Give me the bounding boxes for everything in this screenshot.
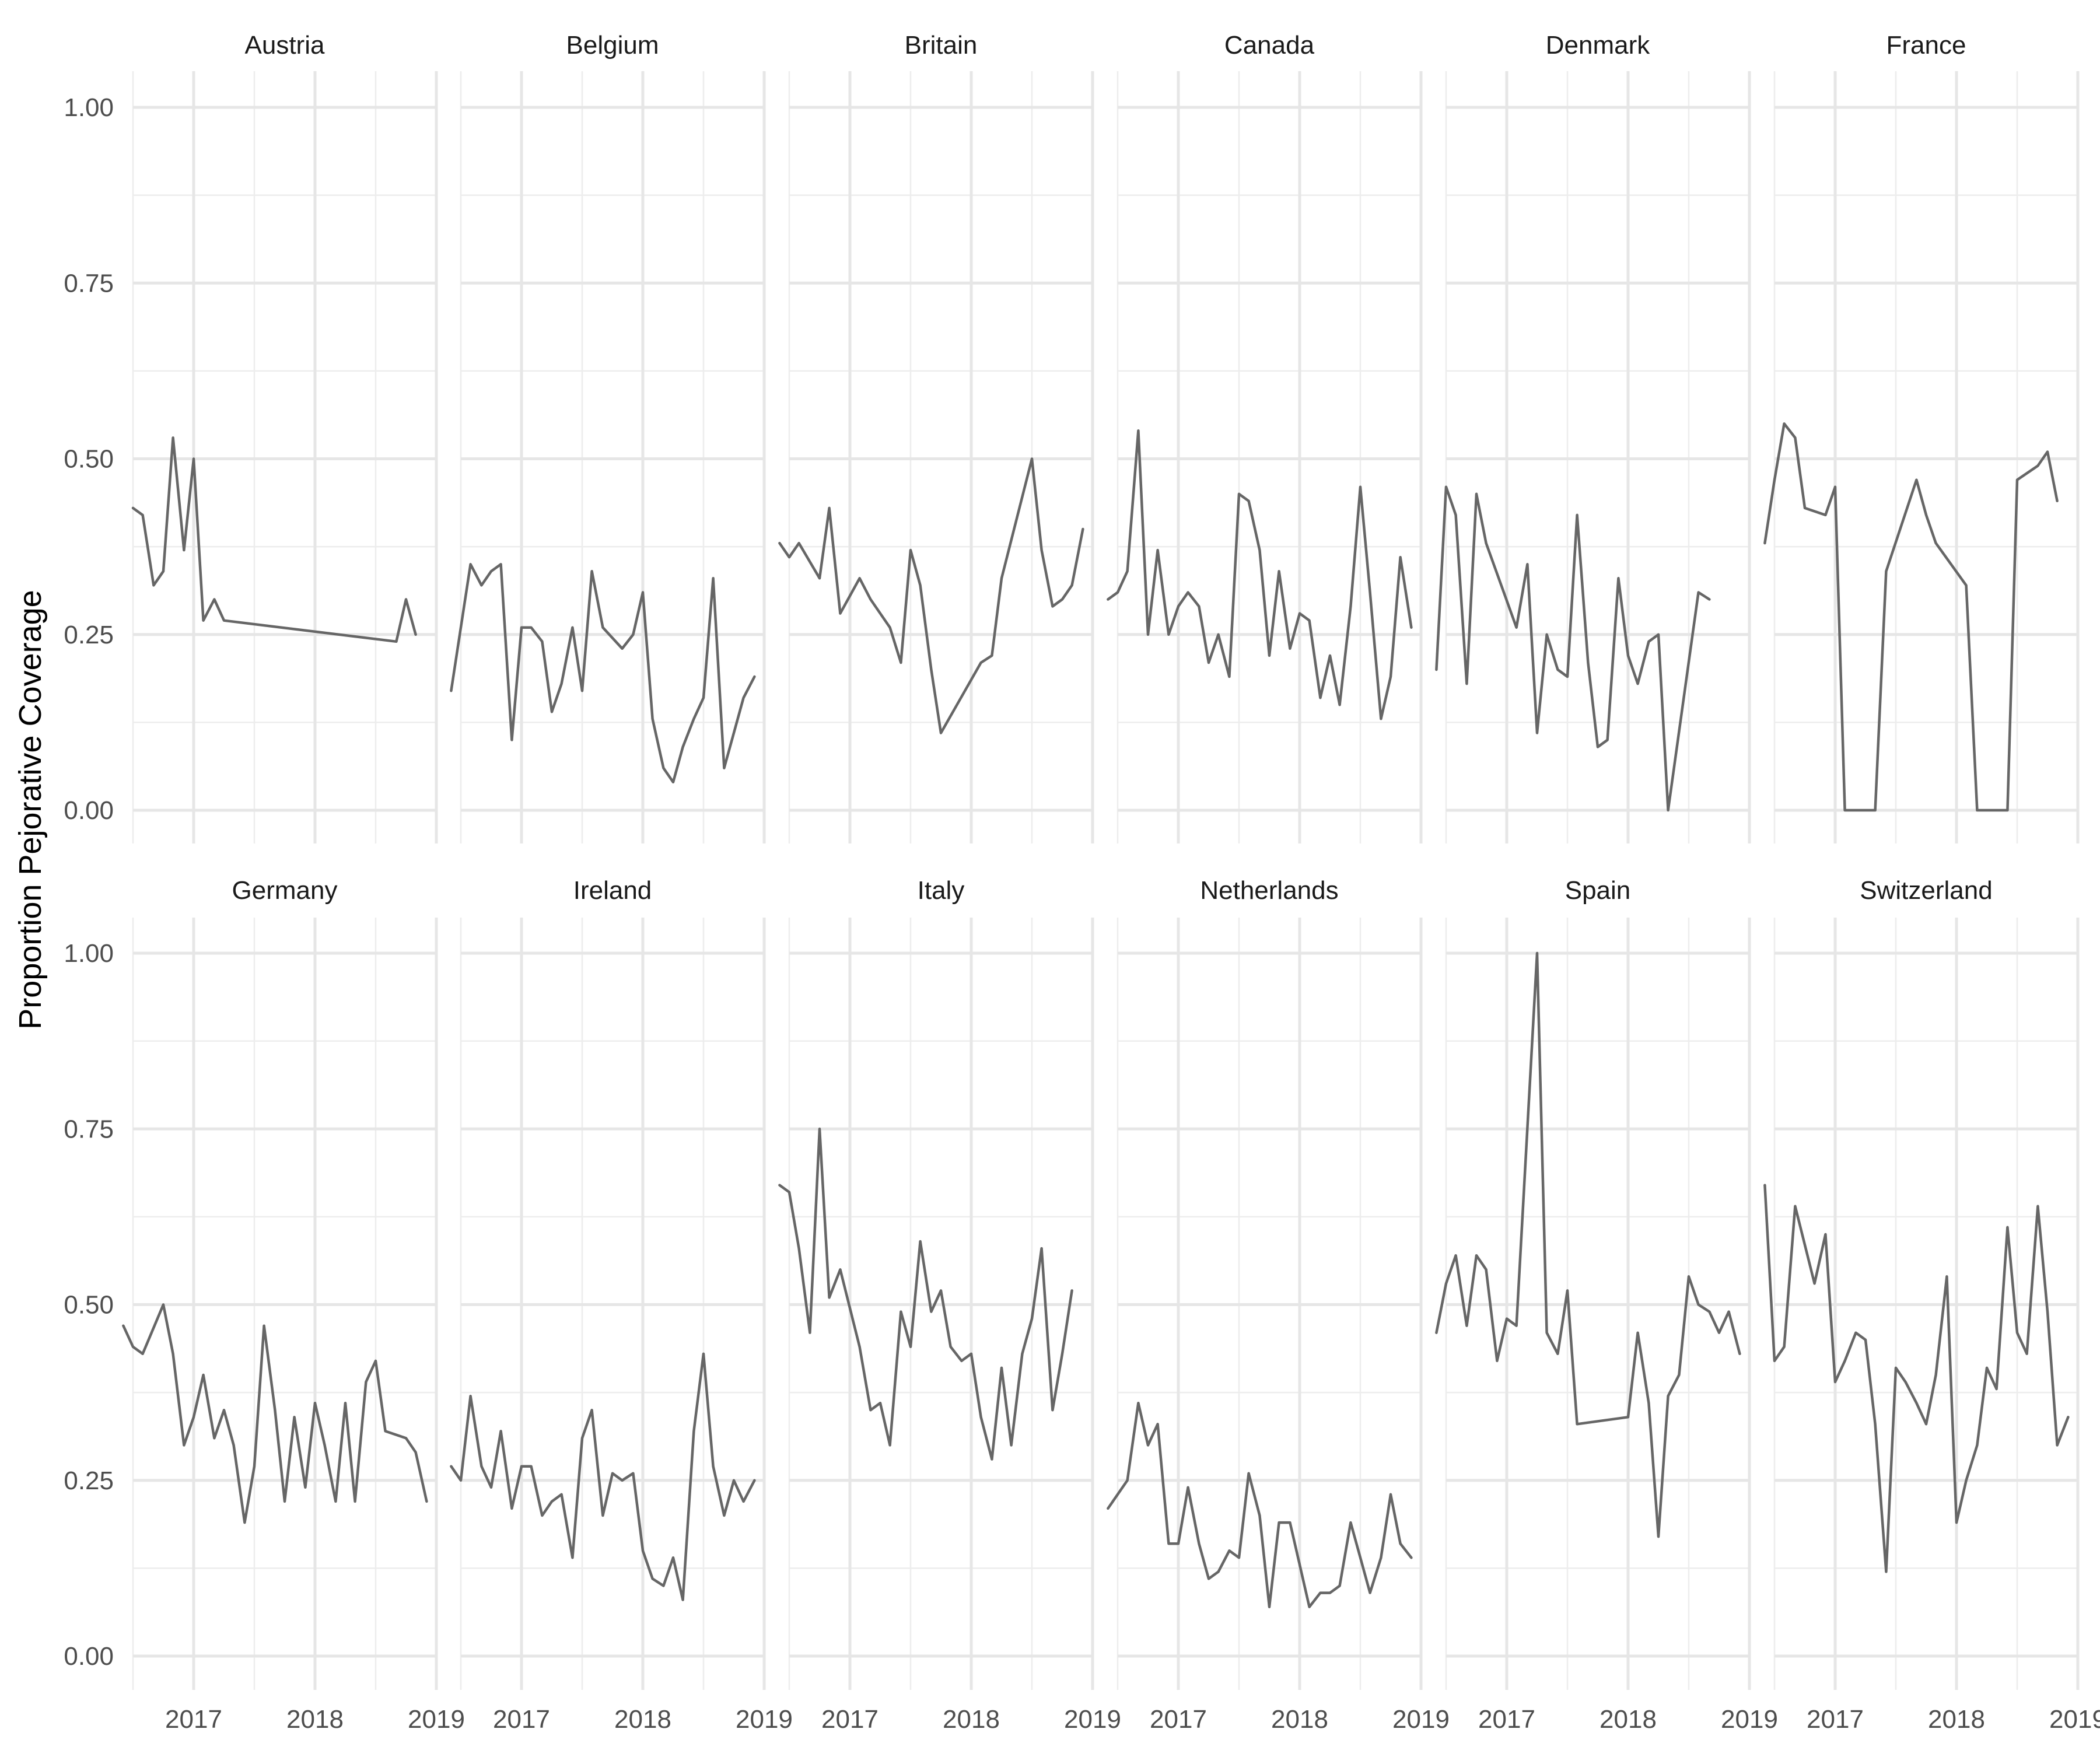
series-line bbox=[450, 1352, 756, 1601]
x-tick-label: 2017 bbox=[1807, 1705, 1864, 1734]
series-line bbox=[1107, 1401, 1413, 1608]
series-line bbox=[1435, 951, 1741, 1538]
series-line bbox=[1435, 485, 1711, 812]
facet-strip-label: Belgium bbox=[566, 31, 659, 60]
y-axis-label: Proportion Pejorative Coverage bbox=[13, 590, 48, 1029]
facet-strip-label: Austria bbox=[245, 31, 325, 60]
series-line bbox=[778, 1128, 1073, 1461]
x-tick-label: 2019 bbox=[736, 1705, 793, 1734]
x-tick-label: 2018 bbox=[1600, 1705, 1657, 1734]
x-tick-label: 2018 bbox=[286, 1705, 344, 1734]
y-tick-label: 0.25 bbox=[64, 621, 114, 649]
series-line bbox=[450, 563, 756, 784]
x-tick-label: 2017 bbox=[821, 1705, 878, 1734]
facet-strip-label: Switzerland bbox=[1860, 876, 1992, 905]
facet-netherlands: Netherlands bbox=[1107, 876, 1423, 1690]
facet-ireland: Ireland bbox=[450, 876, 766, 1690]
facet-strip-label: Denmark bbox=[1546, 31, 1650, 60]
y-tick-label: 0.75 bbox=[64, 1115, 114, 1143]
facet-germany: Germany 0.00 0.25 0.50 0.75 1.00 bbox=[64, 876, 438, 1690]
y-tick-label: 0.50 bbox=[64, 445, 114, 474]
x-tick-label: 2019 bbox=[1392, 1705, 1450, 1734]
series-line bbox=[778, 457, 1084, 734]
x-tick-label: 2019 bbox=[2049, 1705, 2100, 1734]
x-tick-label: 2019 bbox=[1721, 1705, 1778, 1734]
series-line bbox=[1107, 429, 1413, 720]
x-tick-label: 2019 bbox=[408, 1705, 465, 1734]
series-line bbox=[1763, 1184, 2070, 1573]
y-tick-label: 0.00 bbox=[64, 796, 114, 825]
y-tick-label: 0.50 bbox=[64, 1291, 114, 1320]
facet-denmark: Denmark bbox=[1435, 31, 1751, 844]
x-tick-label: 2017 bbox=[1478, 1705, 1535, 1734]
y-tick-label: 1.00 bbox=[64, 939, 114, 968]
x-tick-label: 2017 bbox=[165, 1705, 222, 1734]
x-tick-label: 2018 bbox=[1271, 1705, 1328, 1734]
x-tick-label: 2019 bbox=[1064, 1705, 1121, 1734]
facet-strip-label: Ireland bbox=[573, 876, 652, 905]
series-line bbox=[122, 1303, 428, 1524]
facet-austria: Austria 0.00 0.25 0.50 0.75 1.00 bbox=[64, 31, 438, 844]
y-tick-label: 0.75 bbox=[64, 269, 114, 298]
y-tick-label: 1.00 bbox=[64, 93, 114, 122]
facet-canada: Canada bbox=[1107, 31, 1423, 844]
facet-strip-label: Netherlands bbox=[1200, 876, 1338, 905]
y-tick-label: 0.00 bbox=[64, 1642, 114, 1671]
y-tick-label: 0.25 bbox=[64, 1466, 114, 1495]
facet-france: France bbox=[1763, 31, 2080, 844]
x-tick-label: 2017 bbox=[493, 1705, 550, 1734]
series-line bbox=[131, 436, 417, 643]
facet-britain: Britain bbox=[778, 31, 1094, 844]
facet-strip-label: Spain bbox=[1565, 876, 1631, 905]
x-axis: 2017 2018 2019 2017 2018 2019 2017 2018 2019 2017… bbox=[165, 1705, 2100, 1734]
facet-strip-label: Germany bbox=[232, 876, 338, 905]
facet-belgium: Belgium bbox=[450, 31, 766, 844]
facet-strip-label: France bbox=[1887, 31, 1966, 60]
facet-switzerland: Switzerland bbox=[1763, 876, 2080, 1690]
x-tick-label: 2018 bbox=[614, 1705, 671, 1734]
series-line bbox=[1763, 422, 2059, 812]
facet-strip-label: Britain bbox=[905, 31, 978, 60]
x-tick-label: 2017 bbox=[1150, 1705, 1207, 1734]
facet-italy: Italy bbox=[778, 876, 1094, 1690]
facet-strip-label: Canada bbox=[1224, 31, 1315, 60]
facet-spain: Spain bbox=[1435, 876, 1751, 1690]
x-tick-label: 2018 bbox=[1928, 1705, 1985, 1734]
x-tick-label: 2018 bbox=[943, 1705, 1000, 1734]
facet-strip-label: Italy bbox=[918, 876, 965, 905]
